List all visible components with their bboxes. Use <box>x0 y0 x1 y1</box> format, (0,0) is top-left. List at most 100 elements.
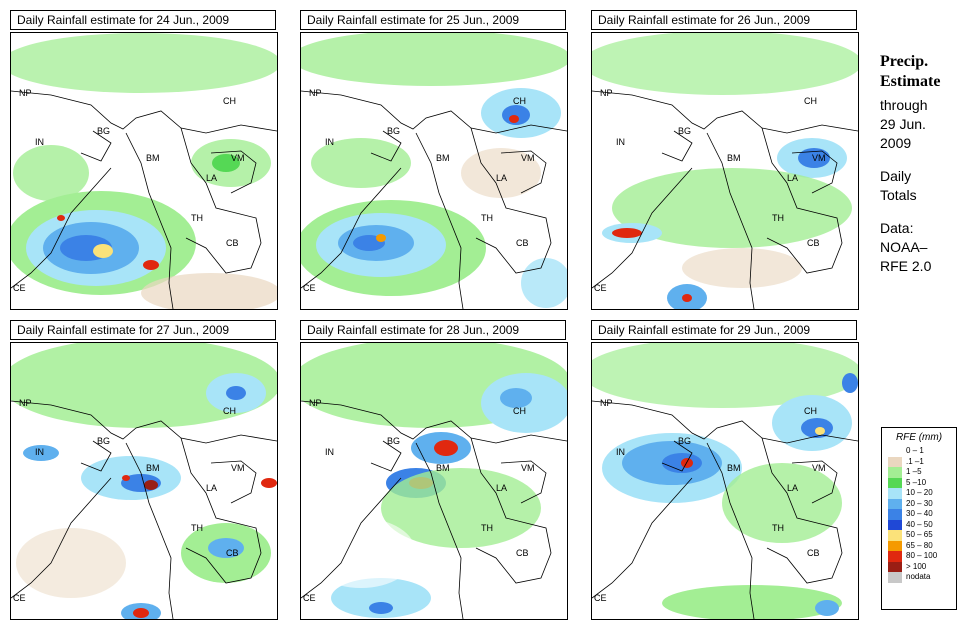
country-label-vm: VM <box>231 153 245 163</box>
country-label-np: NP <box>19 88 32 98</box>
rainfall-map: NP CH IN BG BM VM LA TH CB CE <box>300 32 568 310</box>
rainfall-map: NP CH IN BG BM VM LA TH CB CE <box>10 342 278 620</box>
legend-entry: 20 – 30 <box>882 498 956 509</box>
country-label-bm: BM <box>146 153 160 163</box>
country-label-vm: VM <box>812 153 826 163</box>
country-label-ce: CE <box>303 283 316 293</box>
country-label-in: IN <box>325 137 334 147</box>
country-label-cb: CB <box>226 238 239 248</box>
legend-swatch <box>888 488 902 499</box>
rainfall-map-graphic <box>592 343 858 619</box>
legend-entry: nodata <box>882 572 956 583</box>
map-panel-26-jun: Daily Rainfall estimate for 26 Jun., 200… <box>591 10 859 310</box>
rainfall-map-graphic <box>301 33 567 309</box>
country-label-ce: CE <box>13 283 26 293</box>
legend-label: 80 – 100 <box>906 551 938 560</box>
country-label-ce: CE <box>594 593 607 603</box>
country-label-ce: CE <box>594 283 607 293</box>
legend-entry: 10 – 20 <box>882 488 956 499</box>
legend-swatch <box>888 498 902 509</box>
country-label-la: LA <box>206 483 218 493</box>
country-label-vm: VM <box>521 153 535 163</box>
legend-label: 10 – 20 <box>906 488 933 497</box>
country-label-bm: BM <box>146 463 160 473</box>
legend-swatch <box>888 467 902 478</box>
caption-title-line1: Precip. <box>880 53 929 70</box>
country-label-cb: CB <box>807 548 820 558</box>
legend-label: 50 – 65 <box>906 530 933 539</box>
legend-entry: .1 –1 <box>882 456 956 467</box>
caption-source-line2: RFE 2.0 <box>880 258 932 274</box>
country-label-np: NP <box>600 88 613 98</box>
rainfall-map-graphic <box>11 343 277 619</box>
rainfall-map-graphic <box>301 343 567 619</box>
caption-through: through <box>880 97 928 113</box>
country-label-in: IN <box>35 137 44 147</box>
rainfall-map: NP CH IN BG BM VM LA TH CB CE <box>300 342 568 620</box>
country-label-in: IN <box>325 447 334 457</box>
country-label-bg: BG <box>678 436 692 446</box>
country-label-la: LA <box>496 173 508 183</box>
legend-entries: 0 – 1.1 –1 1 –5 5 –10 10 – 20 20 – 30 30 – 40… <box>882 446 956 583</box>
rainfall-map-graphic <box>11 33 277 309</box>
panel-title: Daily Rainfall estimate for 25 Jun., 200… <box>300 10 566 30</box>
country-label-la: LA <box>787 173 799 183</box>
legend-entry: 5 –10 <box>882 477 956 488</box>
country-label-th: TH <box>191 213 203 223</box>
country-label-in: IN <box>35 447 44 457</box>
legend-label: 40 – 50 <box>906 519 933 529</box>
legend-label: 5 –10 <box>906 477 927 487</box>
country-label-cb: CB <box>226 548 239 558</box>
country-label-in: IN <box>616 137 625 147</box>
legend-title: RFE (mm) <box>895 432 943 443</box>
country-label-ch: CH <box>513 406 526 416</box>
legend-label: 20 – 30 <box>906 498 933 508</box>
country-label-bg: BG <box>387 436 401 446</box>
legend-swatch <box>888 456 902 467</box>
legend-entry: 0 – 1 <box>882 446 956 457</box>
rainfall-map: NP CH IN BG BM VM LA TH CB CE <box>591 32 859 310</box>
country-label-th: TH <box>191 523 203 533</box>
country-label-cb: CB <box>516 238 529 248</box>
legend-swatch <box>888 509 902 520</box>
caption-date-line2: 2009 <box>880 135 912 151</box>
legend-swatch <box>888 446 902 457</box>
legend-label: 65 – 80 <box>906 540 933 550</box>
figure-caption: Precip. Estimate through 29 Jun. 2009 Da… <box>880 52 966 276</box>
legend-entry: 30 – 40 <box>882 509 956 520</box>
legend-label: > 100 <box>906 561 927 571</box>
legend-swatch <box>888 530 902 541</box>
country-label-bm: BM <box>727 463 741 473</box>
panel-title: Daily Rainfall estimate for 28 Jun., 200… <box>300 320 566 340</box>
rainfall-map: NP CH IN BG BM VM LA TH CB CE <box>10 32 278 310</box>
country-label-la: LA <box>206 173 218 183</box>
legend-label: 1 –5 <box>906 467 922 476</box>
legend-label: .1 –1 <box>906 456 924 466</box>
caption-date-line1: 29 Jun. <box>880 116 926 132</box>
country-label-bg: BG <box>97 436 111 446</box>
country-label-th: TH <box>481 523 493 533</box>
country-label-la: LA <box>787 483 799 493</box>
legend-swatch <box>888 572 902 583</box>
country-label-bm: BM <box>727 153 741 163</box>
country-label-bg: BG <box>387 126 401 136</box>
legend-swatch <box>888 540 902 551</box>
legend-label: 0 – 1 <box>906 446 924 455</box>
color-legend: RFE (mm) 0 – 1.1 –1 1 –5 5 –10 10 – 20 20 – … <box>881 427 957 610</box>
country-label-bg: BG <box>97 126 111 136</box>
country-label-la: LA <box>496 483 508 493</box>
country-label-vm: VM <box>231 463 245 473</box>
caption-daily: Daily <box>880 168 912 184</box>
country-label-in: IN <box>616 447 625 457</box>
map-panel-25-jun: Daily Rainfall estimate for 25 Jun., 200… <box>300 10 568 310</box>
country-label-ce: CE <box>13 593 26 603</box>
panel-title: Daily Rainfall estimate for 29 Jun., 200… <box>591 320 857 340</box>
country-label-ch: CH <box>804 96 817 106</box>
legend-swatch <box>888 519 902 530</box>
country-label-bg: BG <box>678 126 692 136</box>
panel-title: Daily Rainfall estimate for 27 Jun., 200… <box>10 320 276 340</box>
map-panel-29-jun: Daily Rainfall estimate for 29 Jun., 200… <box>591 320 859 620</box>
legend-entry: 80 – 100 <box>882 551 956 562</box>
map-panel-27-jun: Daily Rainfall estimate for 27 Jun., 200… <box>10 320 278 620</box>
country-label-np: NP <box>19 398 32 408</box>
